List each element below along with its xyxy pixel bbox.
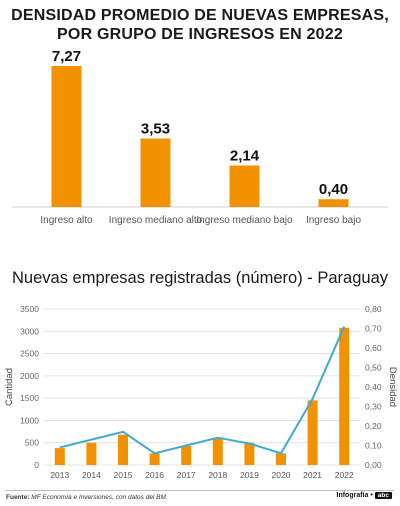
right-tick-2: 0,20 xyxy=(365,421,382,431)
company-bar-5 xyxy=(212,438,223,465)
right-tick-7: 0,70 xyxy=(365,324,382,334)
bar-value-label-3: 0,40 xyxy=(319,181,348,198)
left-tick-7: 3500 xyxy=(20,304,39,314)
source-note: Fuente: MF Economía e Inversiones, con d… xyxy=(6,494,168,501)
right-tick-4: 0,40 xyxy=(365,382,382,392)
source-text: MF Economía e Inversiones, con datos del… xyxy=(31,494,168,501)
left-tick-5: 2500 xyxy=(20,349,39,359)
right-tick-0: 0,00 xyxy=(365,460,382,470)
credit-text: Infografía • xyxy=(336,492,373,499)
right-axis-title: Densidad xyxy=(387,367,398,407)
bar-value-label-0: 7,27 xyxy=(52,48,81,65)
right-tick-8: 0,80 xyxy=(365,304,382,314)
company-bar-1 xyxy=(86,442,97,465)
year-label-1: 2014 xyxy=(82,470,101,480)
left-axis-title: Cantidad xyxy=(4,368,15,406)
year-label-9: 2022 xyxy=(335,470,354,480)
company-bar-9 xyxy=(339,327,350,465)
year-label-8: 2021 xyxy=(303,470,322,480)
category-label-2: Ingreso mediano bajo xyxy=(196,215,293,226)
bar-0 xyxy=(51,66,82,207)
bar-3 xyxy=(318,199,349,207)
left-tick-3: 1500 xyxy=(20,393,39,403)
companies-combo-chart: 0 500 1000 1500 2000 2500 3000 3500 0,00 0,10 0,20… xyxy=(4,304,398,480)
company-bar-8 xyxy=(307,400,318,465)
chart2-title: Nuevas empresas registradas (número) - P… xyxy=(12,269,388,287)
right-tick-1: 0,10 xyxy=(365,441,382,451)
category-label-1: Ingreso mediano alto xyxy=(109,215,203,226)
right-tick-5: 0,50 xyxy=(365,363,382,373)
company-bar-7 xyxy=(276,453,286,465)
year-label-5: 2018 xyxy=(208,470,227,480)
year-label-6: 2019 xyxy=(240,470,259,480)
chart1-title-line1: DENSIDAD PROMEDIO DE NUEVAS EMPRESAS, xyxy=(11,7,389,24)
company-bar-6 xyxy=(244,442,255,465)
bar-value-label-1: 3,53 xyxy=(141,121,170,138)
bar-value-label-2: 2,14 xyxy=(230,147,260,164)
left-tick-1: 500 xyxy=(25,438,39,448)
chart1-title: DENSIDAD PROMEDIO DE NUEVAS EMPRESAS, PO… xyxy=(0,6,400,44)
right-tick-6: 0,60 xyxy=(365,343,382,353)
bar-1 xyxy=(140,138,171,207)
credit: Infografía • abc xyxy=(336,492,392,499)
left-tick-0: 0 xyxy=(34,460,39,470)
category-label-0: Ingreso alto xyxy=(40,215,93,226)
right-tick-3: 0,30 xyxy=(365,402,382,412)
company-bar-2 xyxy=(118,434,128,465)
year-label-0: 2013 xyxy=(50,470,69,480)
year-label-2: 2015 xyxy=(114,470,133,480)
company-bar-3 xyxy=(149,453,160,465)
company-bar-0 xyxy=(54,448,65,465)
year-label-3: 2016 xyxy=(145,470,164,480)
category-label-3: Ingreso bajo xyxy=(306,215,361,226)
source-label: Fuente: xyxy=(6,494,30,501)
year-label-7: 2020 xyxy=(272,470,291,480)
density-bar-chart: 7,27 Ingreso alto 3,53 Ingreso mediano alto… xyxy=(12,48,388,226)
company-bar-4 xyxy=(181,445,192,465)
footer-divider xyxy=(6,490,394,491)
bar-2 xyxy=(229,165,260,207)
left-tick-2: 1000 xyxy=(20,415,39,425)
density-line xyxy=(59,326,346,455)
abc-logo: abc xyxy=(374,492,392,499)
left-tick-4: 2000 xyxy=(20,371,39,381)
chart1-title-line2: POR GRUPO DE INGRESOS EN 2022 xyxy=(57,26,343,43)
year-label-4: 2017 xyxy=(177,470,196,480)
left-tick-6: 3000 xyxy=(20,326,39,336)
